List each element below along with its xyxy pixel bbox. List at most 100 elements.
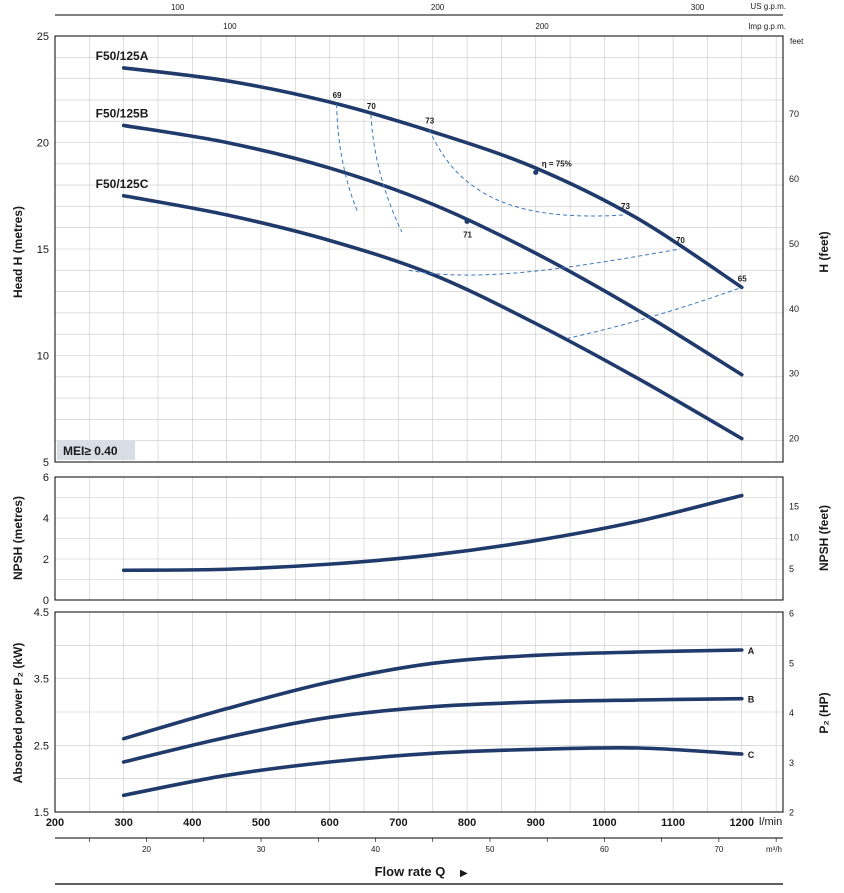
- x-tick-label-lmin: 500: [252, 817, 270, 829]
- power-curve-a: [121, 648, 744, 741]
- npsh-ytick-label: 0: [43, 595, 49, 607]
- npsh-curve: [121, 493, 744, 573]
- x-tick-label-usgpm: 100: [171, 3, 185, 12]
- x-tick-label-m3h: 70: [714, 845, 723, 854]
- labels: F50/125A F50/125B F50/125C A B C 69 70 73 η = 75%…: [96, 49, 755, 760]
- head-ytick-right-label: 30: [789, 369, 799, 379]
- head-ytick-label: 5: [43, 457, 49, 469]
- iso-efficiency-curve: [336, 104, 358, 211]
- x-tick-label-usgpm: 200: [431, 3, 445, 12]
- x-tick-label-lmin: 1200: [730, 817, 754, 829]
- unit-usgpm: US g.p.m.: [750, 2, 786, 11]
- power-ytick-right-label: 4: [789, 708, 794, 718]
- npsh-ylabel: NPSH (metres): [11, 496, 25, 580]
- npsh-ytick-right-label: 15: [789, 501, 799, 511]
- efficiency-label: η = 75%: [542, 159, 572, 168]
- power-series-label: B: [748, 695, 755, 705]
- x-tick-label-m3h: 20: [142, 845, 151, 854]
- x-tick-label-lmin: 400: [183, 817, 201, 829]
- x-tick-label-lmin: 800: [458, 817, 476, 829]
- head-frame: [54, 35, 784, 463]
- head-series-label: F50/125B: [96, 106, 149, 120]
- power-curve-b: [121, 696, 744, 764]
- power-ytick-label: 4.5: [34, 607, 49, 619]
- x-tick-label-m3h: 40: [371, 845, 380, 854]
- head-ytick-label: 20: [37, 138, 49, 150]
- unit-m3h: m³/h: [766, 845, 782, 854]
- axes: 51015202502461.52.53.54.5203040506070510…: [34, 3, 799, 885]
- x-tick-label-lmin: 1000: [592, 817, 616, 829]
- power-ytick-right-label: 5: [789, 658, 794, 668]
- power-ytick-right-label: 2: [789, 808, 794, 818]
- x-tick-label-m3h: 50: [486, 845, 495, 854]
- iso-efficiency-curve: [370, 114, 403, 233]
- efficiency-point-marker: [464, 218, 470, 224]
- head-ytick-right-label: 50: [789, 239, 799, 249]
- power-ytick-label: 1.5: [34, 807, 49, 819]
- head-ytick-label: 15: [37, 244, 49, 256]
- mei-badge: [57, 440, 135, 460]
- efficiency-label: 71: [463, 230, 472, 239]
- power-series-label: C: [748, 750, 755, 760]
- power-ytick-label: 2.5: [34, 740, 49, 752]
- unit-lmin: l/min: [759, 816, 782, 828]
- x-tick-label-lmin: 1100: [661, 817, 685, 829]
- power-series-label: A: [748, 646, 755, 656]
- head-curve-f50-125a: [121, 66, 744, 290]
- power-ytick-right-label: 3: [789, 758, 794, 768]
- x-tick-label-lmin: 700: [389, 817, 407, 829]
- efficiency-label: 73: [621, 202, 630, 211]
- grid-lines: [54, 36, 783, 812]
- head-ytick-label: 10: [37, 351, 49, 363]
- iso-efficiency-curve: [408, 248, 681, 276]
- head-ytick-right-label: 20: [789, 434, 799, 444]
- efficiency-label: 65: [738, 274, 747, 283]
- efficiency-label: 70: [367, 102, 376, 111]
- unit-impgpm: Imp g.p.m.: [748, 22, 786, 31]
- npsh-ytick-label: 4: [43, 513, 49, 525]
- power-ytick-label: 3.5: [34, 674, 49, 686]
- x-tick-label-lmin: 900: [527, 817, 545, 829]
- x-tick-label-lmin: 300: [114, 817, 132, 829]
- x-tick-label-lmin: 600: [321, 817, 339, 829]
- head-series-label: F50/125C: [96, 177, 149, 191]
- npsh-frame: [54, 476, 784, 601]
- x-axis-title-arrow: ▶: [460, 868, 468, 879]
- curves: [121, 66, 744, 798]
- npsh-ytick-right-label: 10: [789, 533, 799, 543]
- power-ylabel-right: P₂ (HP): [817, 692, 831, 733]
- efficiency-point-marker: [533, 169, 539, 175]
- head-ytick-right-label: 60: [789, 174, 799, 184]
- mei-label: MEI≥ 0.40: [63, 444, 118, 458]
- head-curve-f50-125c: [121, 193, 744, 441]
- efficiency-label: 70: [676, 236, 685, 245]
- efficiency-label: 73: [425, 117, 434, 126]
- npsh-ylabel-right: NPSH (feet): [817, 505, 831, 571]
- head-ytick-right-label: 70: [789, 109, 799, 119]
- power-frame: [54, 611, 784, 813]
- head-curve-f50-125b: [121, 123, 744, 377]
- head-ylabel-right: H (feet): [817, 231, 831, 272]
- x-tick-label-m3h: 60: [600, 845, 609, 854]
- iso-efficiency-curve: [566, 286, 742, 339]
- unit-feet: feet: [790, 37, 804, 46]
- power-ylabel: Absorbed power P₂ (kW): [11, 643, 25, 784]
- x-axis-title: Flow rate Q: [375, 864, 446, 879]
- x-tick-label-usgpm: 300: [691, 3, 705, 12]
- x-tick-label-impgpm: 200: [535, 22, 549, 31]
- power-ytick-right-label: 6: [789, 609, 794, 619]
- panel-frames: [54, 35, 784, 813]
- npsh-ytick-label: 6: [43, 472, 49, 484]
- npsh-ytick-label: 2: [43, 554, 49, 566]
- efficiency-label: 69: [333, 91, 342, 100]
- head-series-label: F50/125A: [96, 49, 149, 63]
- head-ytick-label: 25: [37, 31, 49, 43]
- npsh-ytick-right-label: 5: [789, 564, 794, 574]
- power-curve-c: [121, 745, 744, 798]
- x-tick-label-impgpm: 100: [223, 22, 237, 31]
- x-tick-label-m3h: 30: [257, 845, 266, 854]
- x-tick-label-lmin: 200: [46, 817, 64, 829]
- head-ytick-right-label: 40: [789, 304, 799, 314]
- head-ylabel: Head H (metres): [11, 206, 25, 298]
